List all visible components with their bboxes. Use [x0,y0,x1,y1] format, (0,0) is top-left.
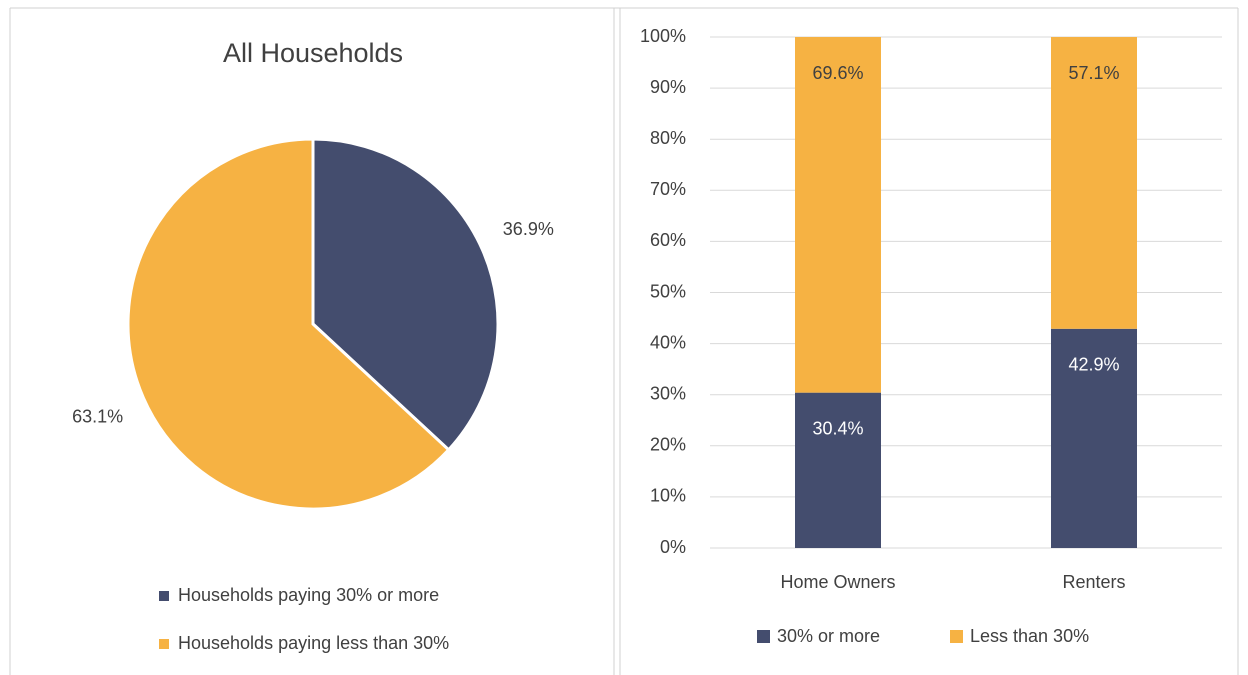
legend-swatch [757,630,770,643]
legend-swatch [159,639,169,649]
y-tick-label: 20% [650,435,686,455]
data-label: 36.9% [503,219,554,239]
y-tick-label: 80% [650,128,686,148]
y-tick-label: 0% [660,537,686,557]
bar-segment [1051,328,1137,548]
pie-slice [126,137,451,511]
data-label: 63.1% [72,407,123,427]
y-tick-label: 50% [650,281,686,301]
pie-slice [311,137,500,452]
chart-title: All Households [223,38,403,68]
x-tick-label: Home Owners [780,572,895,592]
legend-label: 30% or more [777,626,880,646]
y-tick-label: 40% [650,332,686,352]
legend-label: Households paying less than 30% [178,633,449,653]
y-tick-label: 90% [650,77,686,97]
legend-label: Households paying 30% or more [178,585,439,605]
y-tick-label: 30% [650,383,686,403]
bar-segment [795,37,881,393]
x-tick-label: Renters [1062,572,1125,592]
legend-label: Less than 30% [970,626,1089,646]
legend-swatch [950,630,963,643]
y-tick-label: 100% [640,26,686,46]
data-label: 69.6% [812,63,863,83]
data-label: 30.4% [812,418,863,438]
data-label: 57.1% [1068,63,1119,83]
bar-segment [795,392,881,548]
y-tick-label: 60% [650,230,686,250]
bar-segment [1051,37,1137,329]
y-tick-label: 10% [650,486,686,506]
y-tick-label: 70% [650,179,686,199]
data-label: 42.9% [1068,355,1119,375]
legend-swatch [159,591,169,601]
